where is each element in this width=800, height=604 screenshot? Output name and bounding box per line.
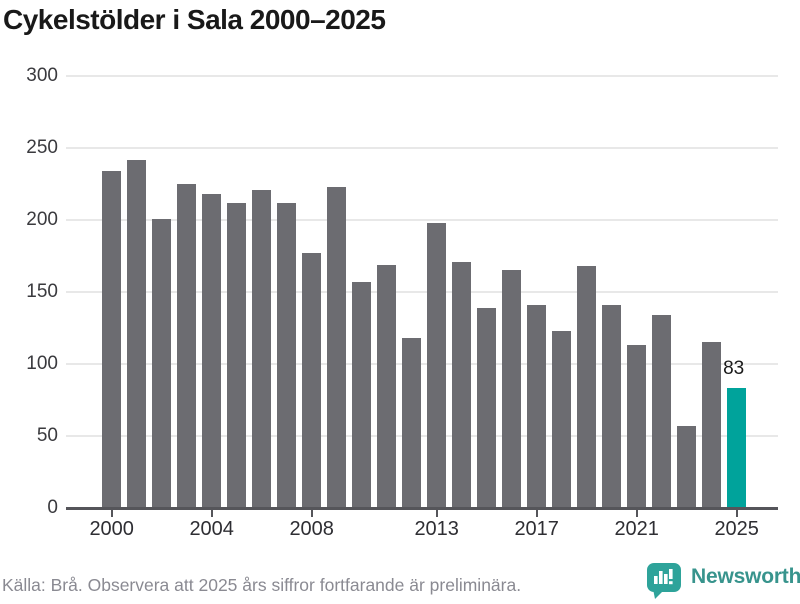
- y-tick-label-200: 200: [26, 209, 58, 230]
- bar-2018: [552, 330, 572, 508]
- bar-2001: [127, 159, 147, 508]
- bar-2002: [152, 218, 172, 508]
- bar-2021: [627, 345, 647, 508]
- bar-2012: [402, 338, 422, 508]
- newsworthy-logo[interactable]: Newsworthy: [645, 561, 800, 599]
- y-tick-label-0: 0: [47, 497, 58, 518]
- bar-2005: [227, 202, 247, 508]
- gridline-200: [66, 219, 778, 221]
- x-tick-label-2017: 2017: [514, 518, 559, 540]
- bar-2015: [477, 307, 497, 508]
- bar-2009: [327, 186, 347, 508]
- x-tick-label-2004: 2004: [189, 518, 234, 540]
- x-tick-label-2021: 2021: [614, 518, 659, 540]
- x-tick-2000: [110, 510, 113, 517]
- gridline-50: [66, 435, 778, 437]
- bar-2025: [727, 388, 747, 508]
- x-tick-label-2013: 2013: [414, 518, 459, 540]
- bar-2020: [602, 304, 622, 508]
- bar-2017: [527, 304, 547, 508]
- x-tick-2025: [735, 510, 738, 517]
- bar-2016: [502, 270, 522, 508]
- gridline-300: [66, 75, 778, 77]
- bar-2022: [652, 315, 672, 508]
- x-tick-2008: [310, 510, 313, 517]
- bar-2007: [277, 202, 297, 508]
- chart-title: Cykelstölder i Sala 2000–2025: [3, 4, 386, 35]
- bar-2011: [377, 264, 397, 508]
- bar-2010: [352, 281, 372, 508]
- bar-2014: [452, 261, 472, 508]
- bar-chart-speech-bubble-icon: [645, 561, 683, 599]
- bar-2023: [677, 425, 697, 508]
- bar-2019: [577, 266, 597, 508]
- gridline-150: [66, 291, 778, 293]
- x-tick-2021: [635, 510, 638, 517]
- bar-2024: [702, 342, 722, 508]
- bar-2006: [252, 189, 272, 508]
- y-tick-label-150: 150: [26, 281, 58, 302]
- x-tick-label-2008: 2008: [289, 518, 334, 540]
- x-tick-2004: [210, 510, 213, 517]
- newsworthy-wordmark: Newsworthy: [691, 565, 800, 588]
- y-tick-label-250: 250: [26, 137, 58, 158]
- bar-2003: [177, 184, 197, 508]
- y-tick-label-50: 50: [36, 425, 58, 446]
- bar-2000: [102, 171, 122, 508]
- bar-2008: [302, 253, 322, 508]
- x-tick-label-2025: 2025: [714, 518, 759, 540]
- bar-2004: [202, 194, 222, 508]
- y-tick-label-100: 100: [26, 353, 58, 374]
- gridline-100: [66, 363, 778, 365]
- x-axis-line: [66, 507, 778, 510]
- x-tick-2017: [535, 510, 538, 517]
- y-tick-label-300: 300: [26, 65, 58, 86]
- bar-2013: [427, 222, 447, 508]
- source-note: Källa: Brå. Observera att 2025 års siffr…: [2, 575, 522, 595]
- x-tick-label-2000: 2000: [89, 518, 134, 540]
- bar-value-label-2025: 83: [723, 358, 745, 380]
- gridline-250: [66, 147, 778, 149]
- x-tick-2013: [435, 510, 438, 517]
